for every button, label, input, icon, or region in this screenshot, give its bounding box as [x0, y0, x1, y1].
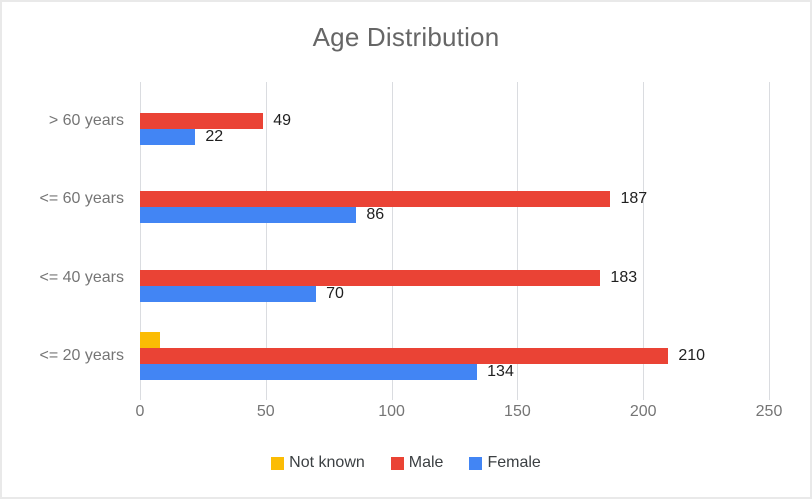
x-axis-label: 150	[504, 403, 531, 420]
legend: Not known Male Female	[2, 454, 810, 472]
bar-male	[140, 113, 264, 130]
bar-value-label: 187	[620, 190, 648, 208]
bar-female	[140, 129, 196, 146]
x-axis-label: 50	[256, 403, 275, 420]
category-label: <= 60 years	[39, 190, 125, 208]
bar-value-label: 134	[487, 362, 514, 380]
chart-title: Age Distribution	[312, 22, 500, 52]
bar-value-label: 70	[326, 284, 344, 302]
gridline	[265, 82, 267, 395]
axis-tick-mark	[643, 395, 645, 400]
legend-label: Male	[408, 454, 444, 471]
category-label: <= 20 years	[39, 346, 125, 364]
axis-tick-mark	[140, 395, 141, 400]
bar-value-label: 210	[678, 346, 706, 364]
category-label: <= 40 years	[39, 268, 125, 286]
legend-swatch-not-known	[271, 456, 285, 470]
legend-swatch-female	[469, 456, 483, 470]
bar-male	[140, 269, 601, 286]
axis-tick-mark	[265, 395, 267, 400]
category-label: > 60 years	[48, 112, 124, 130]
bar-value-label: 22	[205, 128, 224, 146]
gridline	[643, 82, 645, 395]
category-axis: > 60 years <= 60 years <= 40 years <= 20 ye…	[2, 82, 125, 395]
bar-female	[140, 363, 478, 380]
axis-tick-mark	[769, 395, 770, 400]
x-axis-label: 250	[755, 403, 783, 420]
x-axis-label: 0	[135, 403, 145, 420]
bar-value-label: 49	[273, 112, 292, 130]
legend-label: Not known	[289, 454, 365, 471]
bar-male	[140, 191, 611, 208]
bar-not-known	[140, 331, 161, 348]
gridline	[517, 82, 519, 395]
axis-tick-mark	[517, 395, 519, 400]
gridline	[769, 82, 770, 395]
bar-female	[140, 285, 317, 302]
bar-male	[140, 347, 669, 364]
x-axis-label: 200	[629, 403, 657, 420]
legend-item-not-known: Not known	[271, 454, 365, 472]
bar-female	[140, 207, 357, 224]
plot-area: 49 187 183 210 22 86 70 134	[140, 82, 792, 400]
bar-value-label: 86	[366, 206, 385, 224]
legend-swatch-male	[390, 456, 404, 470]
x-axis: 0 50 100 150 200 250	[136, 403, 792, 423]
axis-tick-mark	[391, 395, 393, 400]
legend-item-female: Female	[469, 454, 541, 472]
gridline	[391, 82, 393, 395]
legend-label: Female	[487, 454, 541, 471]
x-axis-label: 100	[378, 403, 405, 420]
gridline	[140, 82, 141, 395]
bar-value-label: 183	[610, 268, 638, 286]
legend-item-male: Male	[390, 454, 444, 472]
